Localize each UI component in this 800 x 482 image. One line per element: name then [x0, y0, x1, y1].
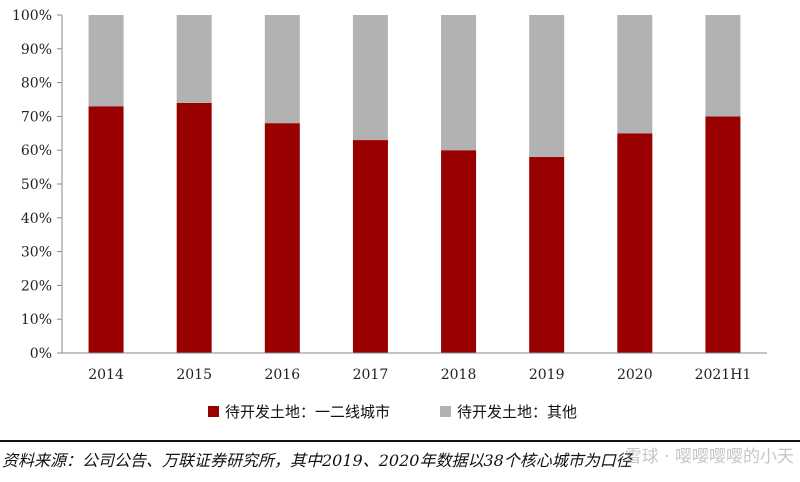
- bar-other-2014: [88, 15, 124, 107]
- bar-first-second-tier-2017: [352, 140, 388, 353]
- y-axis: 0% 10% 20% 30% 40% 50% 60% 70% 80% 90% 100%: [12, 8, 63, 362]
- y-tick-label: 90%: [21, 42, 52, 58]
- legend-swatch-other: [440, 405, 451, 417]
- bar-first-second-tier-2020: [617, 133, 653, 353]
- bar-first-second-tier-2019: [529, 156, 565, 353]
- y-tick-label: 20%: [21, 278, 52, 294]
- bar-first-second-tier-2021H1: [705, 116, 741, 354]
- y-tick-label: 80%: [21, 76, 52, 92]
- chart: 0%10%20%30%40%50%60%70%80%90%100% 2014 20…: [12, 8, 767, 383]
- x-axis: 2014 2015 2016 2017 2018 2019 2020 2021H1: [62, 352, 767, 383]
- y-tick-label: 70%: [21, 109, 52, 125]
- x-tick-label: 2016: [264, 367, 300, 383]
- y-tick-label: 0%: [30, 346, 52, 362]
- y-tick-label: 40%: [21, 211, 52, 227]
- x-tick-label: 2015: [176, 367, 212, 383]
- bar-other-2017: [352, 15, 388, 141]
- x-tick-label: 2017: [353, 367, 389, 383]
- watermark: 雪球 · 嘤嘤嘤嘤的小天: [624, 447, 794, 467]
- source-note: 资料来源：公司公告、万联证券研究所，其中2019、2020年数据以38个核心城市…: [2, 451, 632, 470]
- x-tick-label: 2020: [617, 367, 653, 383]
- bar-other-2019: [529, 15, 565, 157]
- bar-first-second-tier-2015: [176, 102, 212, 353]
- legend-item-other: 待开发土地：其他: [440, 398, 577, 424]
- bar-other-2020: [617, 15, 653, 134]
- bar-other-2018: [441, 15, 477, 151]
- y-tick-label: 100%: [12, 8, 52, 24]
- legend: 待开发土地：一二线城市 待开发土地：其他: [0, 398, 800, 424]
- bar-other-2021H1: [705, 15, 741, 117]
- y-tick-label: 60%: [21, 143, 52, 159]
- bar-first-second-tier-2016: [264, 123, 300, 353]
- legend-label-first-second-tier: 待开发土地：一二线城市: [225, 402, 391, 421]
- x-tick-label: 2014: [88, 367, 124, 383]
- x-tick-label: 2019: [529, 367, 565, 383]
- divider-line: [0, 440, 800, 442]
- legend-swatch-first-second-tier: [208, 405, 219, 417]
- bar-other-2015: [176, 15, 212, 103]
- bar-other-2016: [264, 15, 300, 124]
- bar-first-second-tier-2014: [88, 106, 124, 353]
- bar-first-second-tier-2018: [441, 150, 477, 353]
- bars: [88, 15, 741, 354]
- y-tick-label: 30%: [21, 245, 52, 261]
- legend-label-other: 待开发土地：其他: [457, 402, 578, 421]
- y-tick-label: 10%: [21, 312, 52, 328]
- y-tick-label: 50%: [21, 177, 52, 193]
- x-tick-label: 2018: [441, 367, 477, 383]
- x-tick-label: 2021H1: [695, 367, 752, 383]
- legend-item-first-second-tier: 待开发土地：一二线城市: [208, 398, 390, 424]
